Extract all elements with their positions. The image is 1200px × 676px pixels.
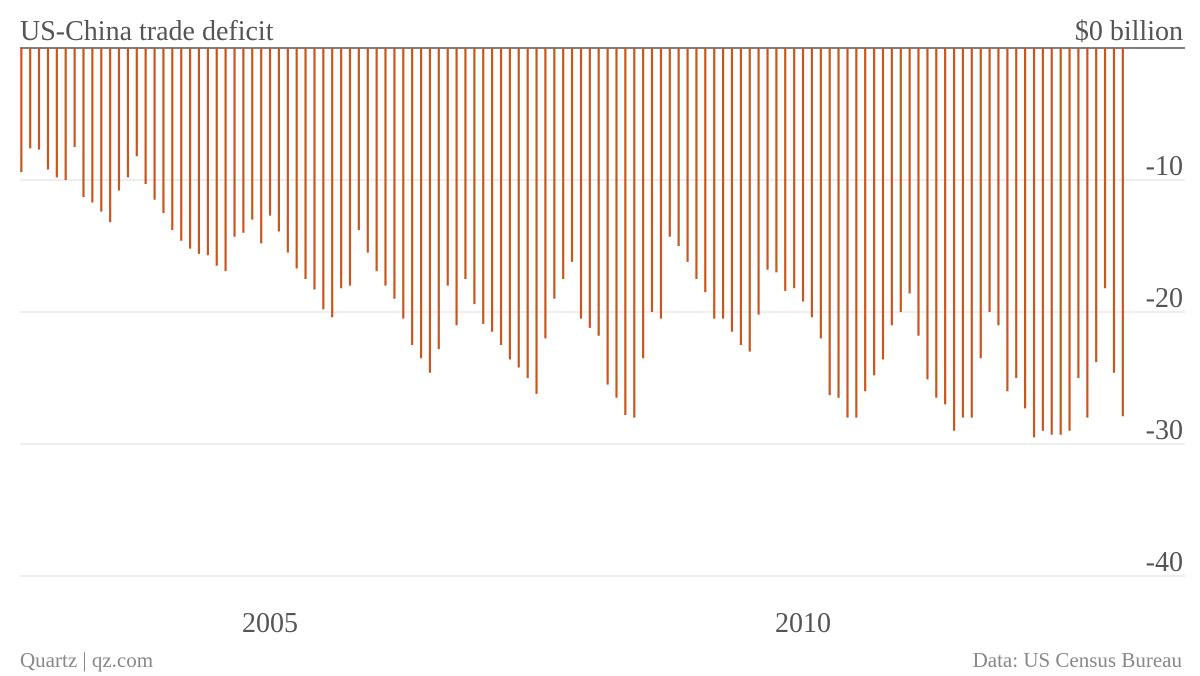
x-tick-label: 2010 <box>775 608 831 639</box>
x-tick-label: 2005 <box>242 608 298 639</box>
y-tick-label: -20 <box>1146 283 1183 314</box>
source-right: Data: US Census Bureau <box>973 648 1183 672</box>
y-tick-label: $0 billion <box>1075 16 1183 47</box>
chart-title: US-China trade deficit <box>20 16 274 47</box>
y-tick-label: -10 <box>1146 151 1183 182</box>
y-tick-label: -40 <box>1146 547 1183 578</box>
source-left: Quartz | qz.com <box>20 648 153 672</box>
y-tick-label: -30 <box>1146 415 1183 446</box>
